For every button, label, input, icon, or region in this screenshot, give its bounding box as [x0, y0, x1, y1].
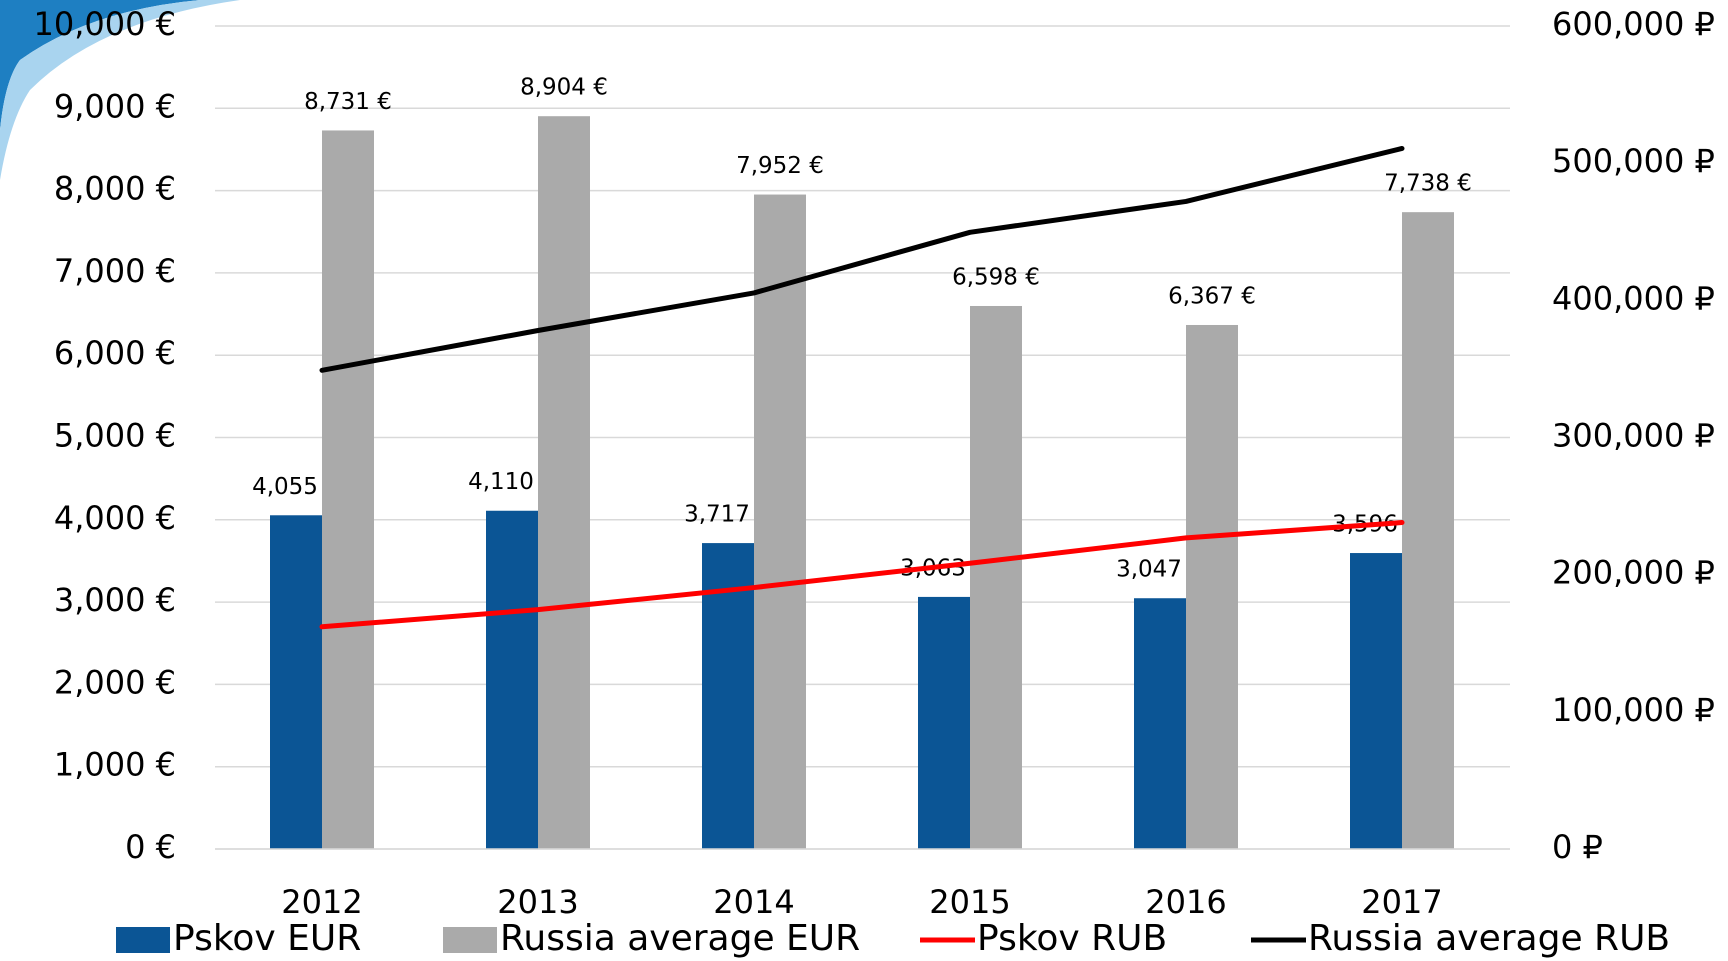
bar	[1134, 598, 1186, 849]
data-label: 6,367 €	[1168, 283, 1256, 309]
bar	[538, 116, 590, 849]
y2-tick-label: 500,000 ₽	[1552, 142, 1715, 180]
bar	[970, 306, 1022, 849]
y-tick-label: 3,000 €	[54, 581, 176, 619]
line	[322, 523, 1402, 627]
data-label: 7,952 €	[736, 153, 824, 179]
x-tick-label: 2013	[497, 883, 578, 921]
y2-tick-label: 200,000 ₽	[1552, 554, 1715, 592]
chart: 0 € 1,000 € 2,000 € 3,000 € 4,000 € 5,000 € 6,…	[0, 0, 1728, 961]
y-tick-label: 10,000 €	[34, 5, 177, 43]
legend-label: Pskov RUB	[977, 918, 1167, 959]
x-tick-label: 2017	[1361, 883, 1442, 921]
bar	[918, 597, 970, 849]
bar	[270, 515, 322, 849]
data-label: 8,731 €	[304, 89, 392, 115]
x-tick-label: 2012	[281, 883, 362, 921]
y-tick-label: 9,000 €	[54, 87, 176, 125]
y-tick-label: 2,000 €	[54, 663, 176, 701]
legend-swatch	[116, 927, 170, 953]
bar	[1350, 553, 1402, 849]
legend-swatch	[443, 927, 497, 953]
data-label: 8,904 €	[520, 75, 608, 101]
x-tick-label: 2014	[713, 883, 794, 921]
y-tick-label: 7,000 €	[54, 252, 176, 290]
y2-tick-label: 0 ₽	[1552, 828, 1603, 866]
legend-label: Russia average RUB	[1308, 918, 1670, 959]
legend-label: Pskov EUR	[173, 918, 361, 959]
bar	[322, 130, 374, 849]
data-label: 7,738 €	[1384, 171, 1472, 197]
legend-label: Russia average EUR	[500, 918, 860, 959]
bar	[486, 511, 538, 849]
y-tick-label: 5,000 €	[54, 417, 176, 455]
data-label: 6,598 €	[952, 264, 1040, 290]
bar	[1402, 212, 1454, 849]
y-tick-label: 6,000 €	[54, 334, 176, 372]
x-tick-label: 2015	[929, 883, 1010, 921]
y-tick-label: 0 €	[125, 828, 176, 866]
y-tick-label: 8,000 €	[54, 170, 176, 208]
y2-tick-label: 400,000 ₽	[1552, 279, 1715, 317]
y-tick-label: 4,000 €	[54, 499, 176, 537]
line	[322, 148, 1402, 370]
y-tick-label: 1,000 €	[54, 746, 176, 784]
y2-tick-label: 300,000 ₽	[1552, 417, 1715, 455]
y2-tick-label: 600,000 ₽	[1552, 5, 1715, 43]
x-tick-label: 2016	[1145, 883, 1226, 921]
bar	[1186, 325, 1238, 849]
y2-tick-label: 100,000 ₽	[1552, 691, 1715, 729]
